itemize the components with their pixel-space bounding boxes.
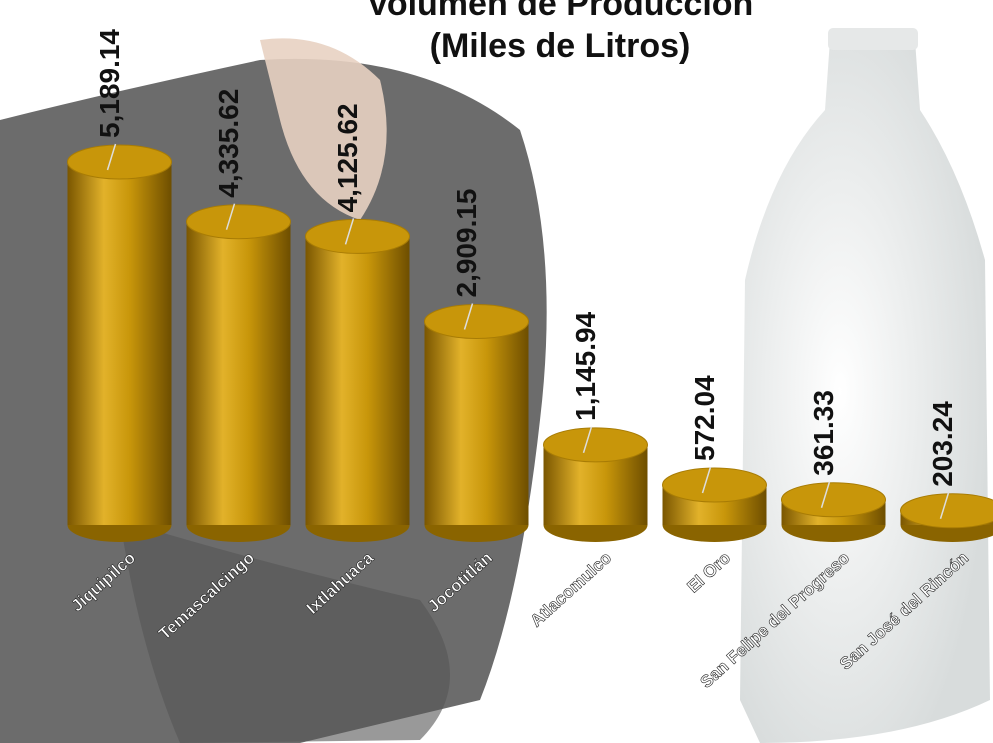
bar-body (424, 321, 529, 525)
bar (424, 303, 529, 542)
bar-top (781, 482, 886, 518)
value-label: 1,145.94 (570, 311, 601, 420)
bar (543, 427, 648, 542)
bar-top (662, 467, 767, 503)
leader-line (701, 466, 712, 494)
x-tick-label: El Oro (684, 548, 735, 596)
bar-top (900, 493, 993, 529)
bar-top (424, 303, 529, 339)
bar (662, 467, 767, 542)
bar-top (67, 144, 172, 180)
bar-body (186, 221, 291, 525)
chart-subtitle: (Miles de Litros) (430, 27, 691, 65)
bar-body (67, 162, 172, 525)
leader-line (820, 481, 831, 508)
bar (781, 482, 886, 542)
bar-top (543, 427, 648, 463)
bar (186, 204, 291, 542)
bar-top (186, 204, 291, 240)
leader-line (463, 303, 474, 330)
leader-line (582, 426, 593, 454)
leader-line (939, 492, 950, 520)
value-label: 4,125.62 (332, 103, 363, 212)
leader-line (344, 218, 355, 245)
bar (900, 493, 993, 542)
value-label: 361.33 (808, 390, 839, 476)
bar-body (305, 236, 410, 525)
leader-line (106, 143, 117, 171)
x-tick-label: Atlacomulco (527, 548, 616, 630)
value-label: 5,189.14 (94, 29, 125, 138)
bar (67, 144, 172, 542)
bar-top (305, 218, 410, 254)
value-label: 2,909.15 (451, 188, 482, 297)
chart-title: Volumen de Producción (367, 0, 754, 23)
leader-line (225, 203, 236, 230)
value-label: 572.04 (689, 375, 720, 461)
value-label: 203.24 (927, 401, 958, 487)
value-label: 4,335.62 (213, 89, 244, 198)
bar (305, 218, 410, 542)
